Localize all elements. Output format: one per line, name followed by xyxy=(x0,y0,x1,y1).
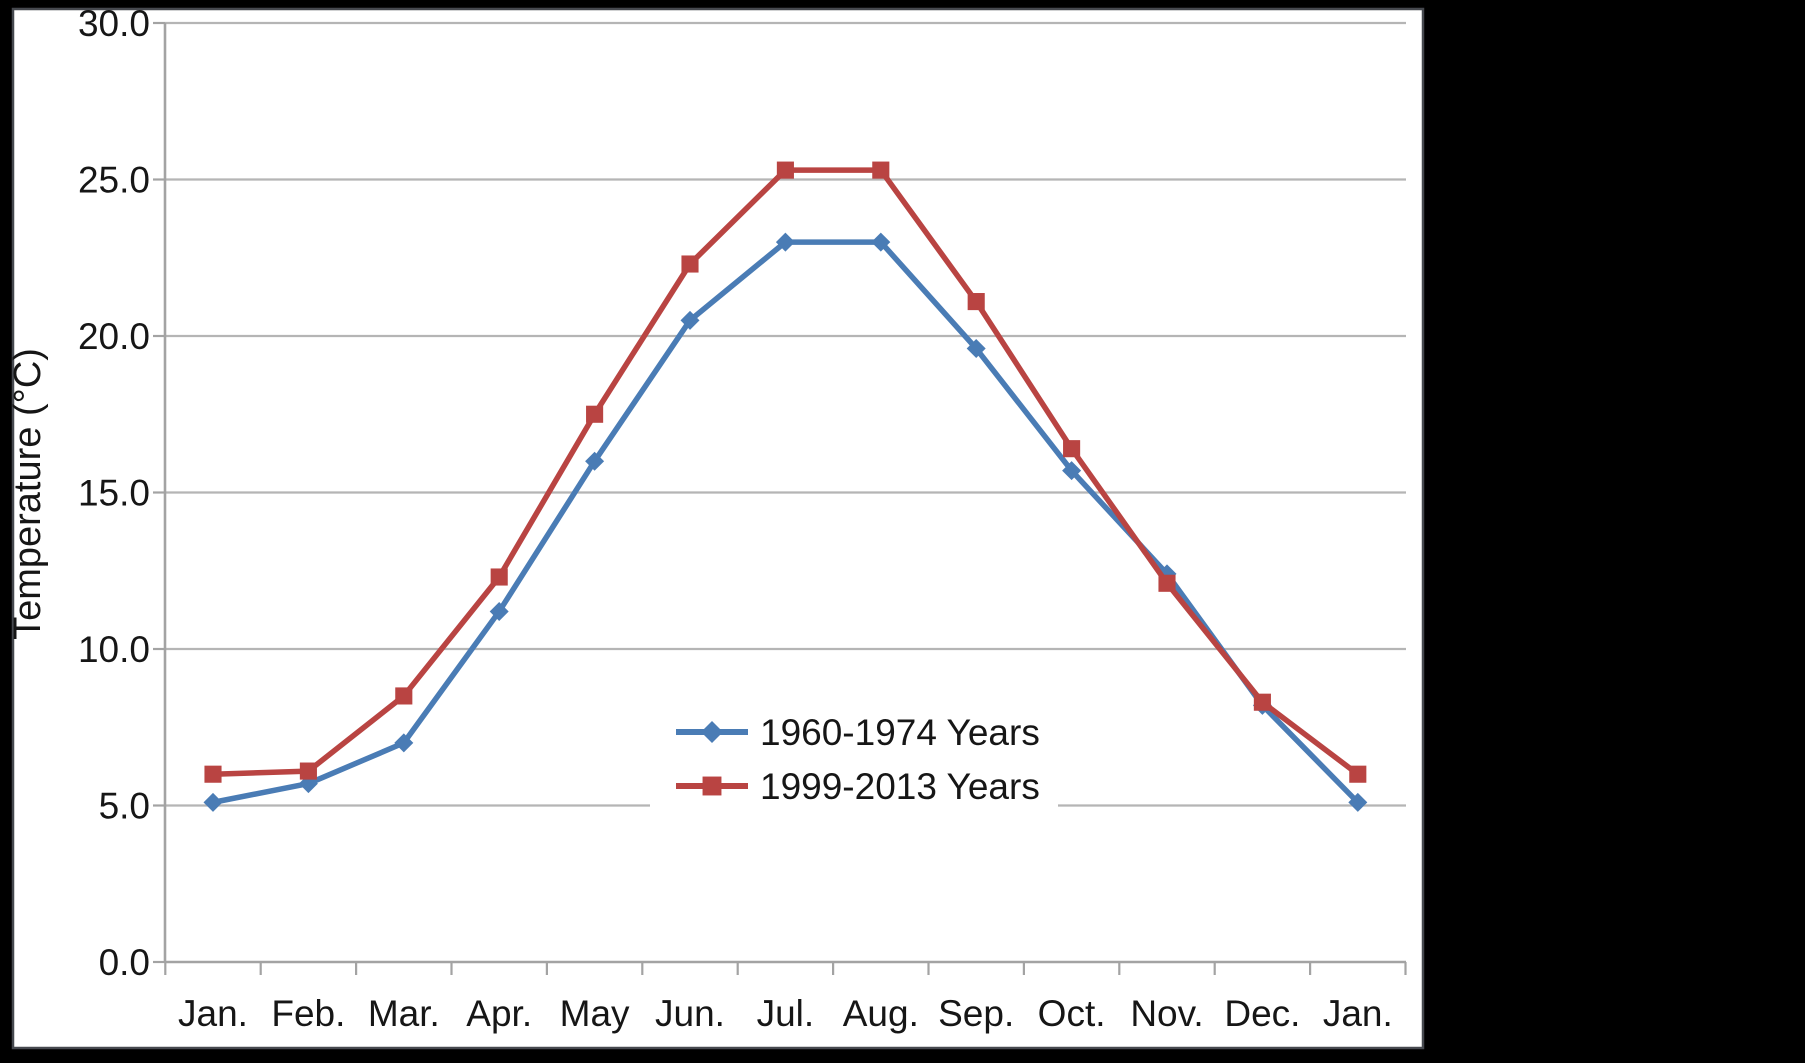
legend-swatch-marker-1999-2013-years xyxy=(702,776,722,796)
data-point-1960-1974-years xyxy=(489,601,509,621)
data-point-1999-2013-years xyxy=(1253,693,1271,711)
y-tick-label-0.0: 0.0 xyxy=(99,942,150,983)
legend-label-1960-1974-years: 1960-1974 Years xyxy=(760,712,1040,753)
data-point-1999-2013-years xyxy=(586,405,604,423)
data-point-1960-1974-years xyxy=(680,310,700,330)
x-tick-label-3-apr-: Apr. xyxy=(466,993,532,1034)
data-point-1960-1974-years xyxy=(966,339,986,359)
x-tick-label-10-nov-: Nov. xyxy=(1130,993,1203,1034)
data-point-1999-2013-years xyxy=(299,762,317,780)
series-lines xyxy=(203,161,1368,812)
x-tick-label-8-sep-: Sep. xyxy=(938,993,1014,1034)
y-tick-label-5.0: 5.0 xyxy=(99,786,150,827)
x-tick-label-11-dec-: Dec. xyxy=(1224,993,1300,1034)
data-point-1999-2013-years xyxy=(872,161,890,179)
x-tick-label-7-aug-: Aug. xyxy=(843,993,919,1034)
data-point-1999-2013-years xyxy=(490,568,508,586)
y-tick-label-10.0: 10.0 xyxy=(78,629,150,670)
legend-box xyxy=(650,684,1058,820)
data-point-1960-1974-years xyxy=(203,792,223,812)
x-tick-label-1-feb-: Feb. xyxy=(271,993,345,1034)
legend-swatch-marker-1960-1974-years xyxy=(701,721,723,743)
data-point-1999-2013-years xyxy=(1349,765,1367,783)
y-tick-label-25.0: 25.0 xyxy=(78,160,150,201)
y-axis-title: Temperature (°C) xyxy=(7,348,49,640)
data-point-1999-2013-years xyxy=(967,293,985,311)
x-tick-label-0-jan-: Jan. xyxy=(178,993,248,1034)
data-point-1999-2013-years xyxy=(681,255,699,273)
legend: 1960-1974 Years 1999-2013 Years xyxy=(650,684,1058,820)
data-point-1960-1974-years xyxy=(871,232,891,252)
data-point-1960-1974-years xyxy=(1062,461,1082,481)
x-tick-label-4-may: May xyxy=(560,993,630,1034)
chart-panel xyxy=(11,7,1425,1050)
data-point-1960-1974-years xyxy=(1348,792,1368,812)
x-tick-label-6-jul-: Jul. xyxy=(757,993,815,1034)
x-tick-label-2-mar-: Mar. xyxy=(368,993,440,1034)
axis-labels: 30.0 25.0 20.0 15.0 10.0 5.0 0.0 Jan. Feb. Mar. Ap… xyxy=(78,3,1393,1034)
axes xyxy=(153,21,1407,975)
y-tick-label-15.0: 15.0 xyxy=(78,473,150,514)
data-point-1999-2013-years xyxy=(395,687,413,705)
data-point-1960-1974-years xyxy=(585,451,605,471)
x-tick-label-9-oct-: Oct. xyxy=(1038,993,1106,1034)
data-point-1960-1974-years xyxy=(394,733,414,753)
legend-label-1999-2013-years: 1999-2013 Years xyxy=(760,766,1040,807)
data-point-1999-2013-years xyxy=(776,161,794,179)
y-tick-label-30.0: 30.0 xyxy=(78,3,150,44)
x-tick-label-12-jan-: Jan. xyxy=(1323,993,1393,1034)
x-tick-label-5-jun-: Jun. xyxy=(655,993,725,1034)
data-point-1999-2013-years xyxy=(1063,440,1081,458)
y-tick-label-20.0: 20.0 xyxy=(78,316,150,357)
data-point-1960-1974-years xyxy=(775,232,795,252)
data-point-1999-2013-years xyxy=(204,765,222,783)
data-point-1999-2013-years xyxy=(1158,574,1176,592)
